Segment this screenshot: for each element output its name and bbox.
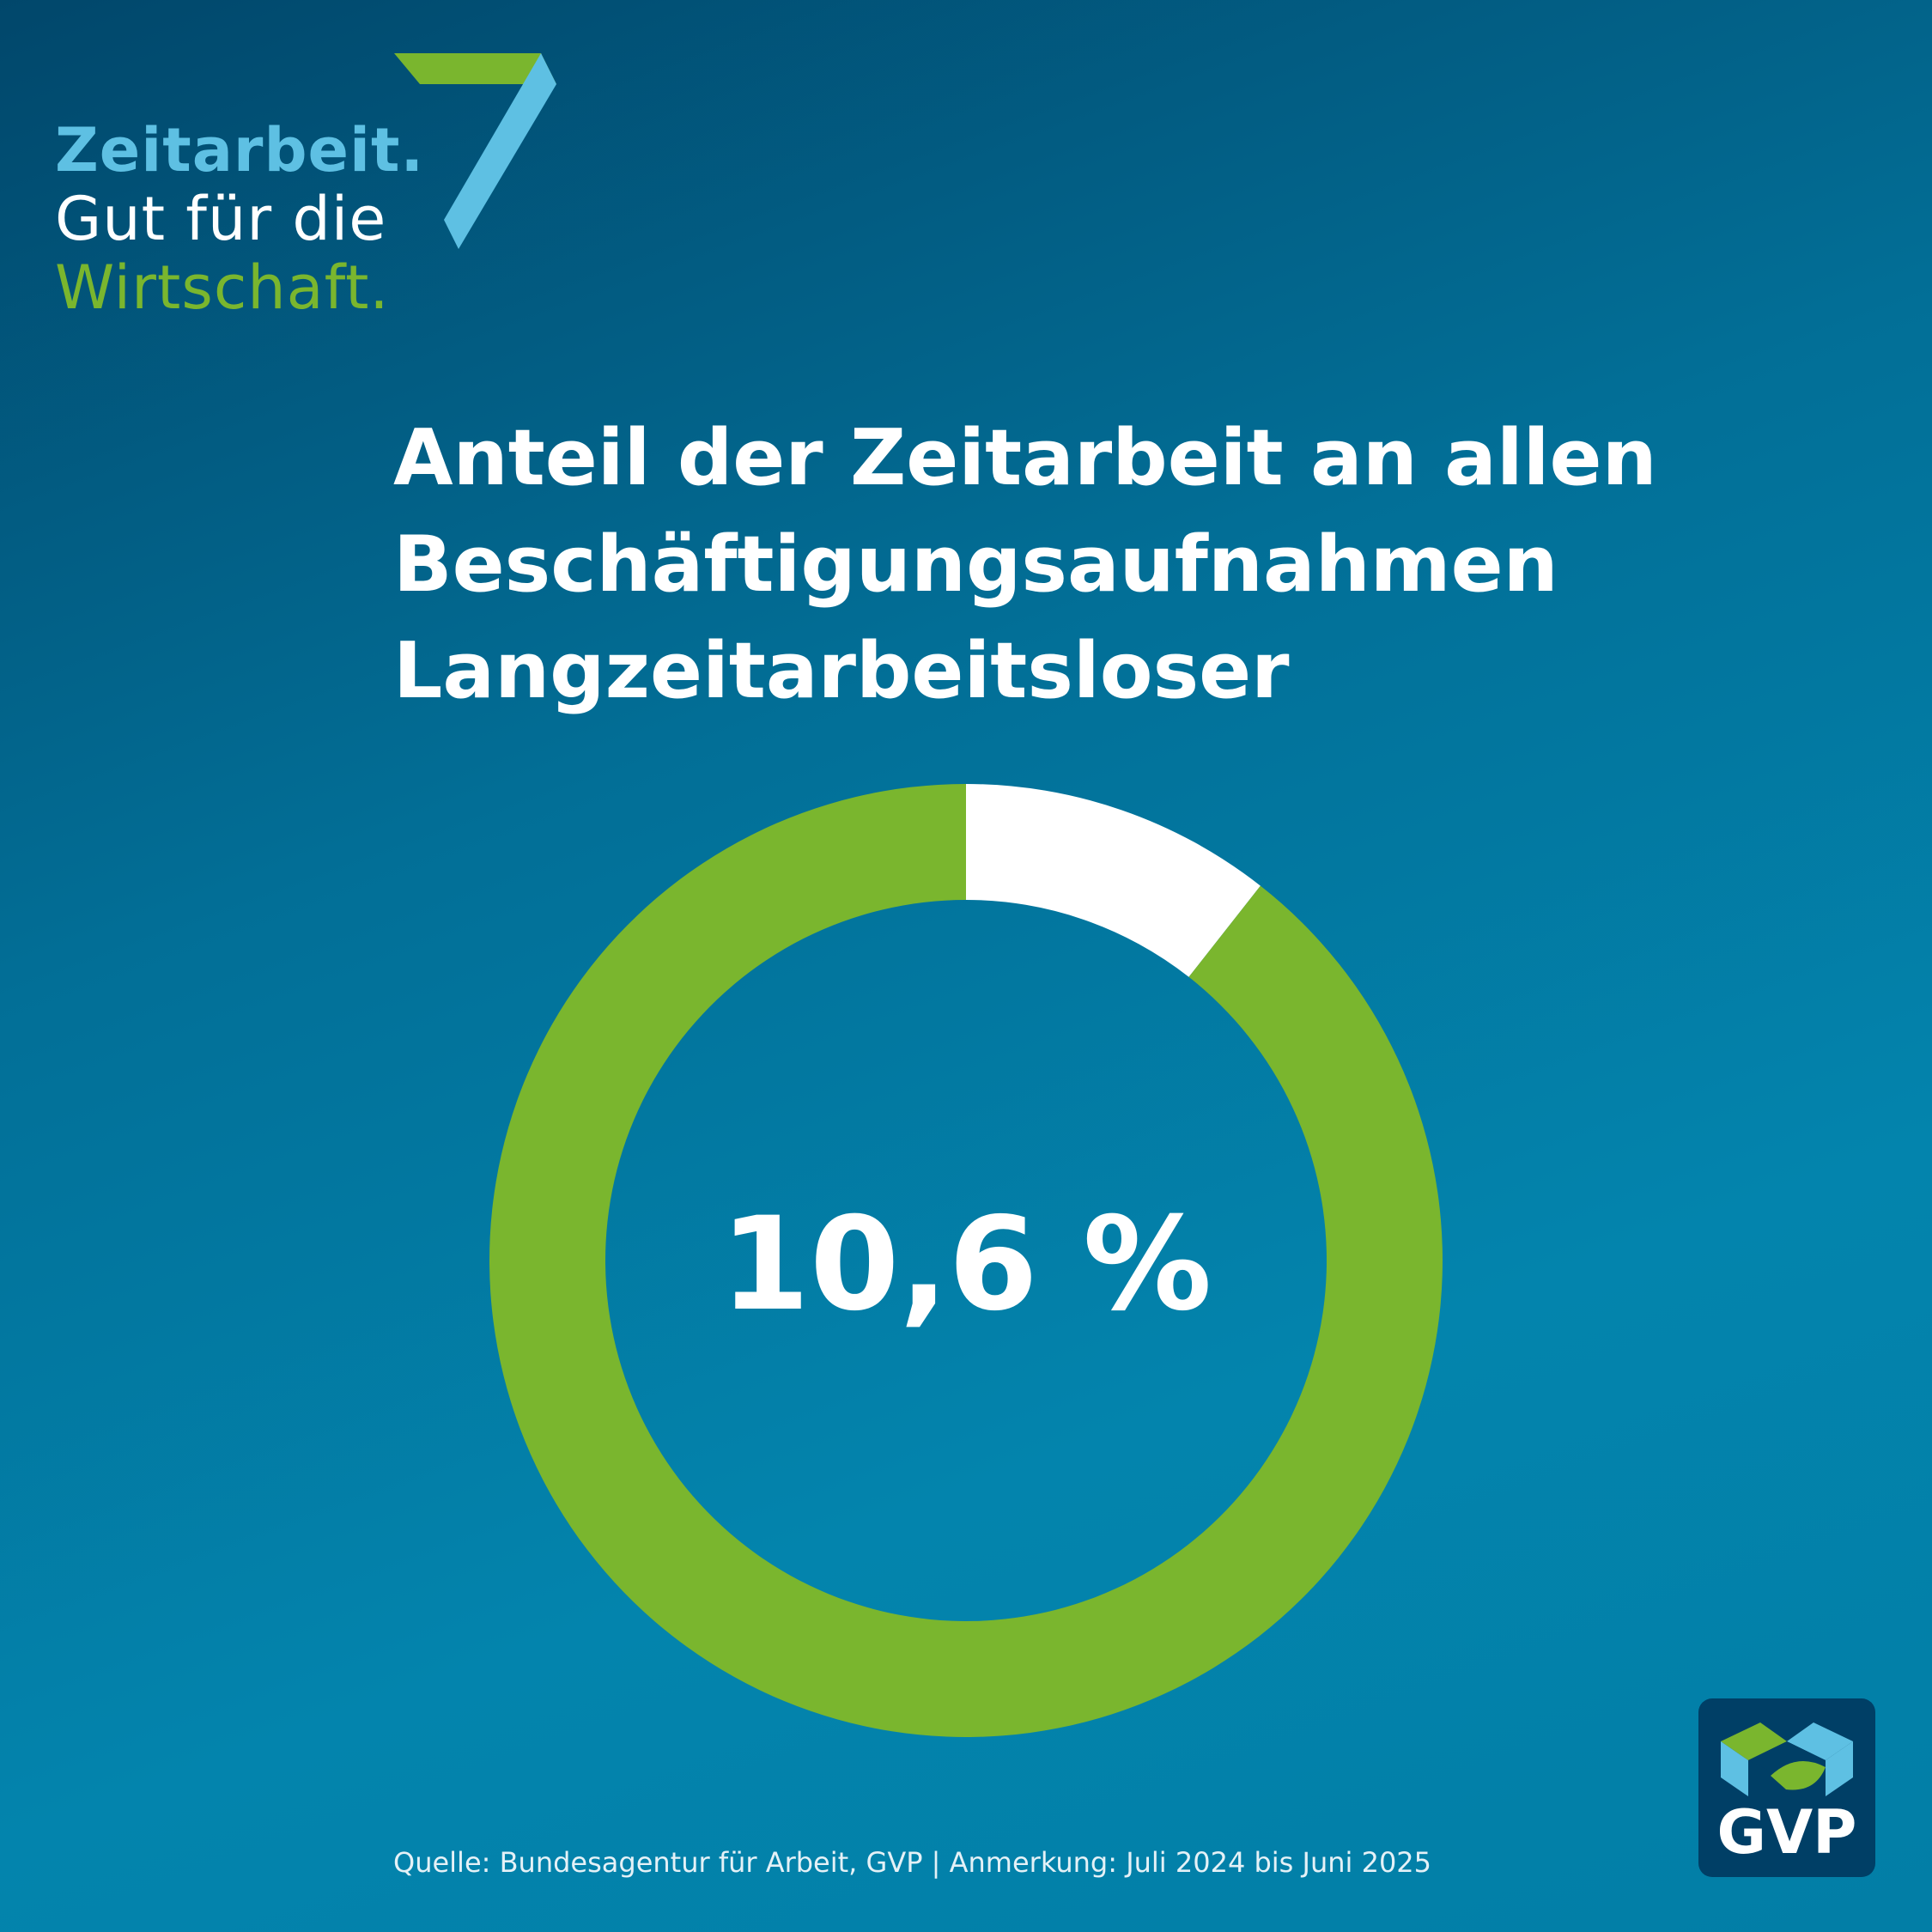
brand-line-2: Gut für die [55,184,387,254]
chart-title-line-1: Anteil der Zeitarbeit an allen [393,413,1657,503]
donut-chart [489,784,1443,1737]
gvp-logo-icon [1721,1722,1853,1796]
donut-slice-0 [966,784,1261,977]
source-note: Quelle: Bundesagentur für Arbeit, GVP | … [393,1846,1432,1879]
brand-claim: Zeitarbeit. Gut für die Wirtschaft. [55,52,570,343]
gvp-logo: GVP [1698,1698,1875,1877]
gvp-logo-text: GVP [1716,1797,1857,1868]
chart-title-line-3: Langzeitarbeitsloser [393,626,1290,716]
seven-shape-icon [394,53,556,249]
chart-title-line-2: Beschäftigungsaufnahmen [393,519,1558,610]
chart-title: Anteil der Zeitarbeit an allen Beschäfti… [393,405,1801,725]
brand-line-3: Wirtschaft. [55,252,390,323]
center-value-label: 10,6 % [720,1190,1212,1340]
brand-line-1: Zeitarbeit. [55,115,425,185]
